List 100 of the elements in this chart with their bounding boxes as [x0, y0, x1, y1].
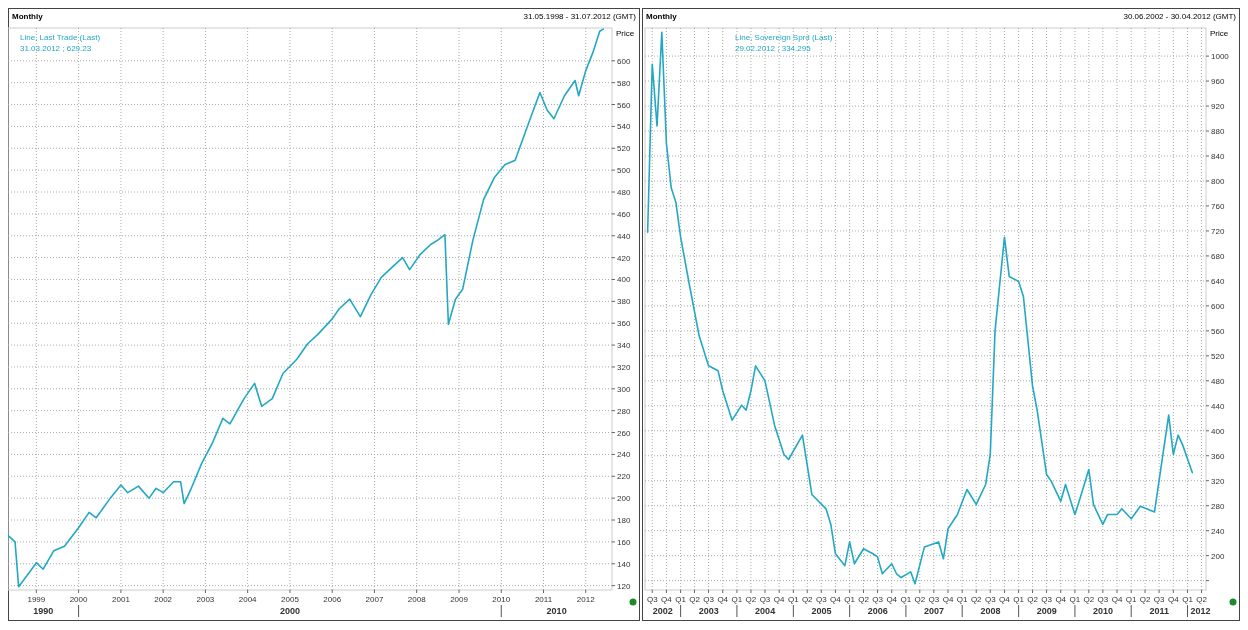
y-tick-label: 320	[1211, 476, 1225, 486]
y-tick-label: 560	[617, 100, 631, 110]
y-tick-label: 540	[617, 122, 631, 132]
y-tick-label: 960	[1211, 77, 1225, 87]
y-tick-label: 500	[617, 166, 631, 176]
x-tick-label: Q4	[773, 595, 786, 604]
text: 2011	[1149, 606, 1170, 616]
y-tick-label: 380	[617, 297, 631, 307]
x-tick-label: Q1	[675, 595, 687, 604]
x-tick-label: Q1	[788, 595, 800, 604]
text: 2008	[980, 606, 1001, 616]
y-tick-label: 280	[1211, 501, 1225, 511]
y-tick-label: 120	[617, 581, 631, 591]
text: 1990	[33, 606, 54, 616]
y-tick-label: 400	[617, 275, 631, 285]
y-tick-label: 200	[617, 494, 631, 504]
x-tick-label: Q1	[731, 595, 743, 604]
text: 2002	[652, 606, 673, 616]
x-tick-label: Q3	[872, 595, 884, 604]
y-tick-label: 520	[1211, 351, 1225, 361]
text: 2007	[924, 606, 945, 616]
y-tick-label: 320	[617, 362, 631, 372]
y-tick-label: 920	[1211, 102, 1225, 112]
text: 2005	[811, 606, 832, 616]
x-tick-label: Q4	[999, 595, 1011, 604]
x-tick-label: Q4	[830, 595, 842, 604]
x-tick-label: Q2	[970, 595, 983, 604]
x-tick-label: Q2	[1027, 595, 1039, 604]
y-tick-label: 240	[1211, 526, 1225, 536]
x-tick-label: 2011	[534, 595, 553, 604]
y-tick-label: 460	[617, 209, 631, 219]
x-tick-label: 2001	[112, 595, 131, 604]
x-tick-label: Q4	[1111, 595, 1123, 604]
y-tick-label: 600	[617, 56, 631, 66]
y-tick-label: 480	[617, 188, 631, 198]
y-tick-label: 560	[1211, 326, 1225, 336]
y-tick-label: 1000	[1211, 52, 1230, 62]
y-tick-label: 720	[1211, 226, 1225, 236]
text: 2003	[698, 606, 719, 616]
x-tick-label: Q1	[1013, 595, 1025, 604]
x-tick-label: Q3	[815, 595, 828, 604]
y-tick-label: 420	[617, 253, 631, 263]
x-tick-label: Q4	[1055, 595, 1067, 604]
y-tick-label: 260	[617, 428, 631, 438]
x-tick-label: 2012	[576, 595, 596, 604]
y-tick-label: 680	[1211, 251, 1225, 261]
y-tick-label: 440	[1211, 401, 1225, 411]
text: 2012	[1190, 606, 1211, 616]
y-tick-label: 520	[617, 144, 631, 154]
chart-title: Monthly	[12, 12, 44, 21]
y-tick-label: 840	[1211, 152, 1225, 162]
y-tick-label: 640	[1211, 276, 1225, 286]
text: Line, Sovereign Sprd (Last)	[735, 33, 833, 42]
y-axis-title: Price	[616, 29, 635, 38]
x-tick-label: Q4	[1167, 595, 1180, 604]
y-tick-label: 440	[617, 231, 631, 241]
x-tick-label: Q4	[886, 595, 898, 604]
y-tick-label: 360	[1211, 451, 1225, 461]
chart-subtitle: 30.06.2002 - 30.04.2012 (GMT)	[1123, 12, 1237, 21]
y-tick-label: 140	[617, 559, 631, 569]
x-tick-label: 2006	[323, 595, 342, 604]
y-tick-label: 880	[1211, 127, 1225, 137]
x-tick-label: Q2	[801, 595, 814, 604]
text: 2006	[867, 606, 888, 616]
x-tick-label: Q1	[844, 595, 856, 604]
x-tick-label: Q2	[689, 595, 701, 604]
x-tick-label: Q1	[1182, 595, 1194, 604]
x-tick-label: Q3	[1153, 595, 1166, 604]
y-tick-label: 200	[1211, 551, 1225, 561]
y-tick-label: 240	[617, 450, 631, 460]
text: 2009	[1036, 606, 1057, 616]
x-tick-label: Q2	[914, 595, 926, 604]
x-tick-label: Q2	[745, 595, 757, 604]
x-tick-label: Q3	[759, 595, 771, 604]
chart-subtitle: 31.05.1998 - 31.07.2012 (GMT)	[523, 12, 637, 21]
annotation: 29.02.2012 ; 334.295	[735, 44, 812, 53]
x-tick-label: 1999	[27, 595, 46, 604]
x-tick-label: Q4	[661, 595, 673, 604]
x-tick-label: 2007	[365, 595, 384, 604]
x-tick-label: 2010	[492, 595, 511, 604]
x-tick-label: Q1	[1069, 595, 1081, 604]
x-tick-label: Q1	[1125, 595, 1138, 604]
x-tick-label: Q3	[984, 595, 997, 604]
y-tick-label: 580	[617, 78, 631, 88]
x-tick-label: 2009	[450, 595, 469, 604]
line-series	[646, 31, 1194, 585]
x-tick-label: 2003	[196, 595, 215, 604]
text: 2004	[755, 606, 776, 616]
y-tick-label: 180	[617, 516, 631, 526]
text: 2000	[279, 606, 300, 616]
x-tick-label: 2005	[281, 595, 300, 604]
x-tick-label: 2008	[407, 595, 427, 604]
x-tick-label: 2002	[154, 595, 173, 604]
x-tick-label: Q4	[717, 595, 729, 604]
y-tick-label: 360	[617, 319, 631, 329]
x-tick-label: Q2	[1139, 595, 1151, 604]
y-tick-label: 280	[617, 406, 631, 416]
x-tick-label: Q3	[703, 595, 715, 604]
x-tick-label: Q3	[1041, 595, 1053, 604]
x-tick-label: Q2	[1083, 595, 1095, 604]
